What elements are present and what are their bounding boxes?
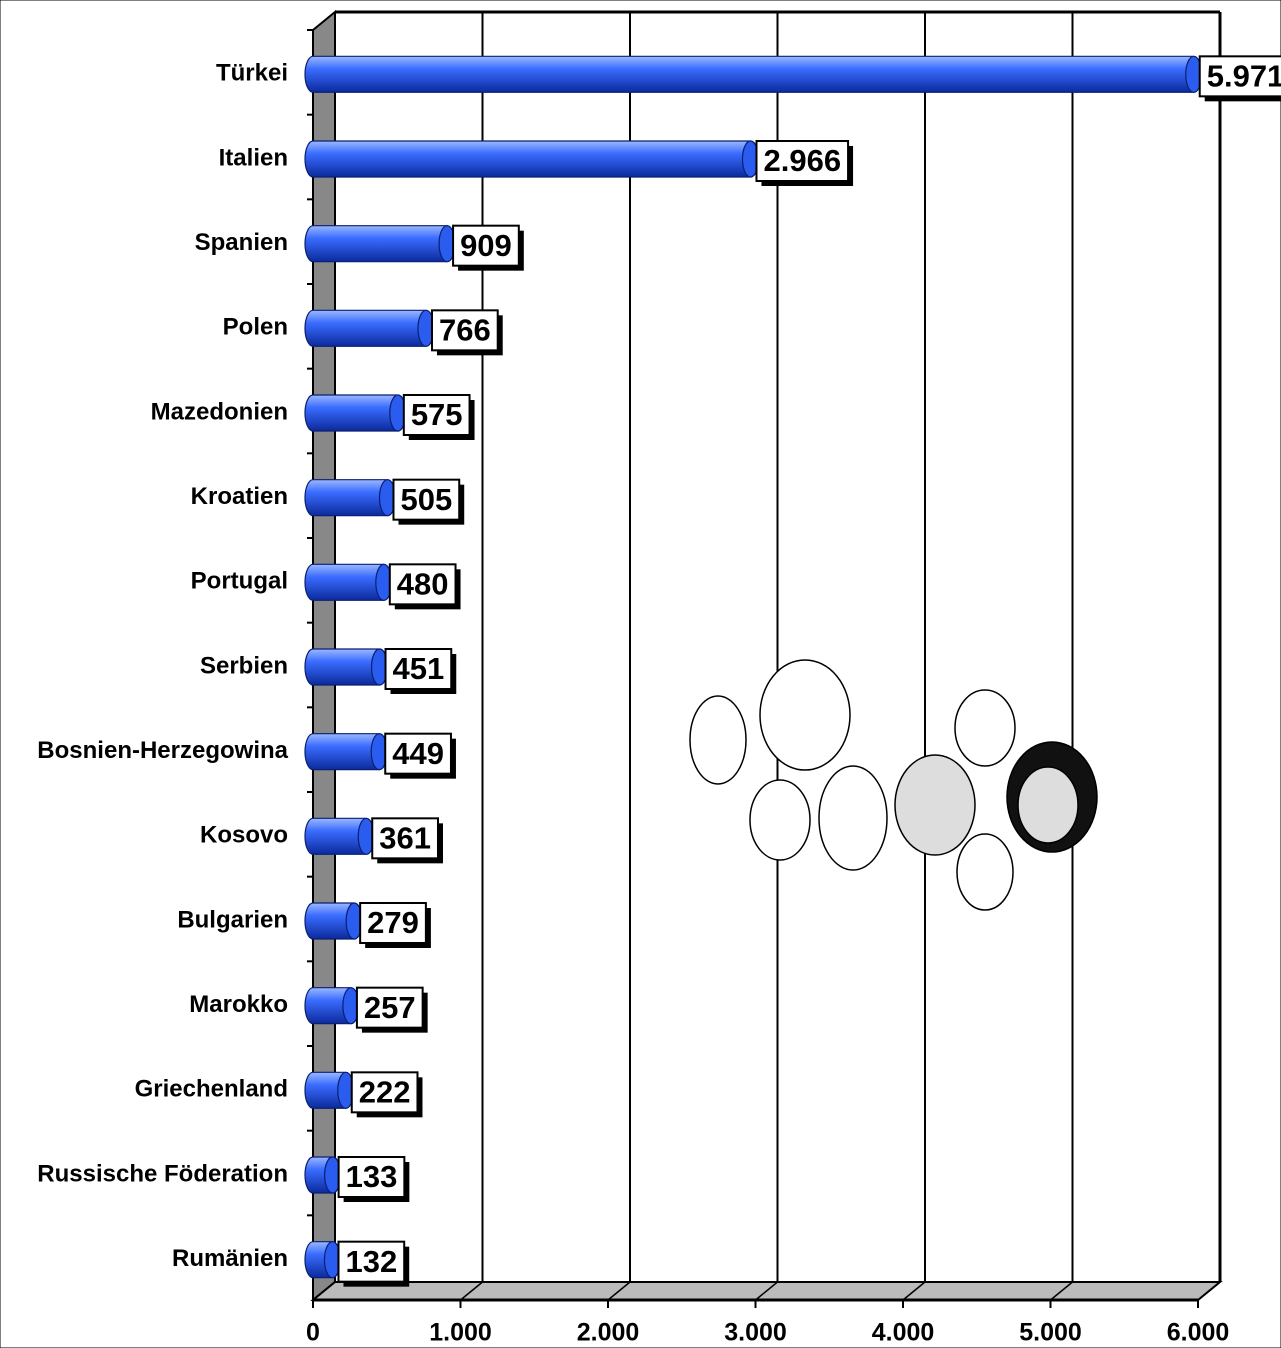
value-label-box xyxy=(384,648,453,690)
value-label: 2.966 xyxy=(755,140,854,186)
y-tick-label: Rumänien xyxy=(172,1245,288,1272)
value-label-box xyxy=(392,478,461,521)
y-tick-label: Bulgarien xyxy=(177,906,288,933)
bar xyxy=(304,309,435,347)
floor-grid-line xyxy=(1050,1281,1073,1301)
value-label-box xyxy=(359,902,427,944)
y-tick-label: Kosovo xyxy=(200,822,288,849)
value-label: 909 xyxy=(452,224,524,271)
value-label-text: 361 xyxy=(379,821,431,856)
bar xyxy=(304,55,1203,93)
value-label-box xyxy=(430,309,499,352)
y-tick-label: Marokko xyxy=(189,991,288,1018)
value-label: 480 xyxy=(388,563,461,610)
value-label-text: 222 xyxy=(359,1075,411,1110)
value-label-box xyxy=(452,224,520,267)
value-label: 575 xyxy=(402,394,475,440)
value-label-box xyxy=(388,563,457,606)
value-label-box xyxy=(371,817,439,860)
value-label: 279 xyxy=(359,902,431,948)
y-tick-label: Kroatien xyxy=(191,483,288,510)
y-tick-label: Russische Föderation xyxy=(37,1160,288,1187)
floor-grid-line xyxy=(1197,1281,1221,1301)
clipart-faces xyxy=(689,659,1098,911)
value-label-text: 575 xyxy=(411,397,463,432)
bars: 5.971 2.966 909 766 575 505 480 451 449 361 279 257… xyxy=(304,55,1281,1287)
floor-grid-line xyxy=(902,1281,926,1301)
y-tick-label: Portugal xyxy=(191,568,288,595)
x-tick-label: 1.000 xyxy=(429,1319,492,1347)
y-tick-label: Türkei xyxy=(216,60,288,87)
value-label-text: 909 xyxy=(460,228,512,263)
y-tick-label: Italien xyxy=(219,144,288,171)
y-tick-label: Serbien xyxy=(200,652,288,679)
floor-grid-line xyxy=(755,1281,778,1301)
value-label-box xyxy=(337,1156,406,1198)
y-tick-label: Bosnien-Herzegowina xyxy=(37,737,288,764)
value-label-text: 133 xyxy=(346,1159,398,1194)
x-tick-label: 5.000 xyxy=(1019,1319,1082,1347)
value-label: 5.971 xyxy=(1198,55,1281,102)
value-label-text: 132 xyxy=(345,1244,397,1279)
value-label-text: 449 xyxy=(392,736,444,771)
floor-grid-line xyxy=(460,1281,483,1301)
value-label-text: 480 xyxy=(397,567,449,602)
value-label-text: 257 xyxy=(364,990,416,1025)
value-label: 361 xyxy=(371,817,443,864)
y-tick-label: Spanien xyxy=(195,229,288,256)
value-label-box xyxy=(350,1071,419,1114)
value-label-box xyxy=(337,1240,406,1283)
value-label: 132 xyxy=(337,1240,410,1287)
y-tick-label: Griechenland xyxy=(135,1076,288,1103)
value-label-box xyxy=(1198,55,1281,98)
value-label: 133 xyxy=(337,1156,410,1202)
value-label-box xyxy=(402,394,471,436)
floor-grid-line xyxy=(607,1281,631,1301)
value-label: 505 xyxy=(392,478,465,525)
value-label: 451 xyxy=(384,648,457,694)
x-tick-label: 4.000 xyxy=(872,1319,935,1347)
x-tick-label: 2.000 xyxy=(577,1319,640,1347)
bar xyxy=(304,225,456,263)
x-tick-label: 3.000 xyxy=(724,1319,787,1347)
value-label-text: 2.966 xyxy=(763,143,841,178)
value-label-box xyxy=(755,140,850,182)
value-label: 222 xyxy=(350,1071,423,1118)
x-tick-label: 6.000 xyxy=(1167,1319,1230,1347)
x-tick-label: 0 xyxy=(306,1319,320,1347)
value-label: 766 xyxy=(430,309,503,356)
value-label-text: 451 xyxy=(393,651,445,686)
value-label-box xyxy=(384,732,452,775)
value-label-box xyxy=(355,986,424,1029)
value-label-text: 766 xyxy=(439,313,491,348)
y-tick-label: Polen xyxy=(223,314,288,341)
y-tick-label: Mazedonien xyxy=(151,398,288,425)
value-label: 449 xyxy=(384,732,456,779)
value-label-text: 279 xyxy=(367,905,419,940)
value-label: 257 xyxy=(355,986,428,1033)
bar xyxy=(304,140,760,178)
value-label-text: 5.971 xyxy=(1207,59,1281,94)
grid xyxy=(307,10,1222,1308)
value-label-text: 505 xyxy=(400,482,452,517)
